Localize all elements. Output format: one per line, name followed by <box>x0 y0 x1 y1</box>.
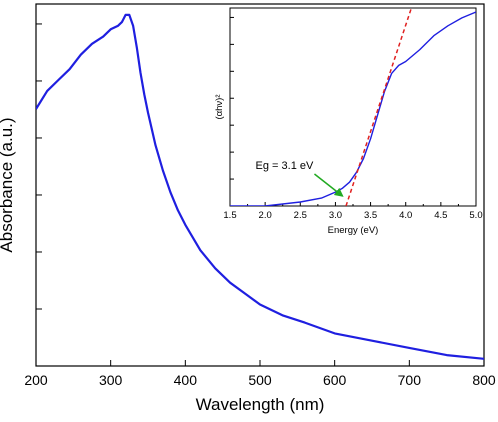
inset-frame <box>229 7 477 207</box>
main-x-tick-label: 300 <box>99 372 123 388</box>
main-x-tick-label: 800 <box>472 372 496 388</box>
inset-series-line <box>230 11 476 206</box>
main-x-tick-label: 400 <box>174 372 198 388</box>
inset-y-axis-title: (αhν)² <box>214 94 225 119</box>
inset-plot: 1.5 2.0 2.5 3.0 3.5 4.0 4.5 5.0 Energy (eV) (αhν)… <box>214 7 483 236</box>
inset-x-tick-label: 3.0 <box>329 210 342 221</box>
main-x-tick-label: 200 <box>24 372 48 388</box>
inset-x-tick-label: 4.5 <box>434 210 447 221</box>
main-x-tick-label: 600 <box>323 372 347 388</box>
annotation-arrow <box>313 173 344 197</box>
inset-x-tick-label: 1.5 <box>223 210 236 221</box>
main-series-line <box>36 13 484 360</box>
inset-x-tick-label: 2.0 <box>259 210 272 221</box>
main-x-axis-title: Wavelength (nm) <box>196 395 325 414</box>
annotation-label: Eg = 3.1 eV <box>256 160 314 172</box>
inset-x-tick-label: 5.0 <box>469 210 482 221</box>
main-x-tick-label: 700 <box>398 372 422 388</box>
main-y-axis-title: Absorbance (a.u.) <box>0 117 16 252</box>
inset-x-axis-title: Energy (eV) <box>328 225 379 236</box>
inset-x-tick-label: 2.5 <box>294 210 307 221</box>
inset-x-tick-label: 3.5 <box>364 210 377 221</box>
main-x-tick-label: 500 <box>248 372 272 388</box>
main-plot: 200 300 400 500 600 700 800 Wavelength (nm) Abso… <box>0 3 496 414</box>
inset-x-tick-label: 4.0 <box>399 210 412 221</box>
inset-fit-line <box>345 8 413 206</box>
